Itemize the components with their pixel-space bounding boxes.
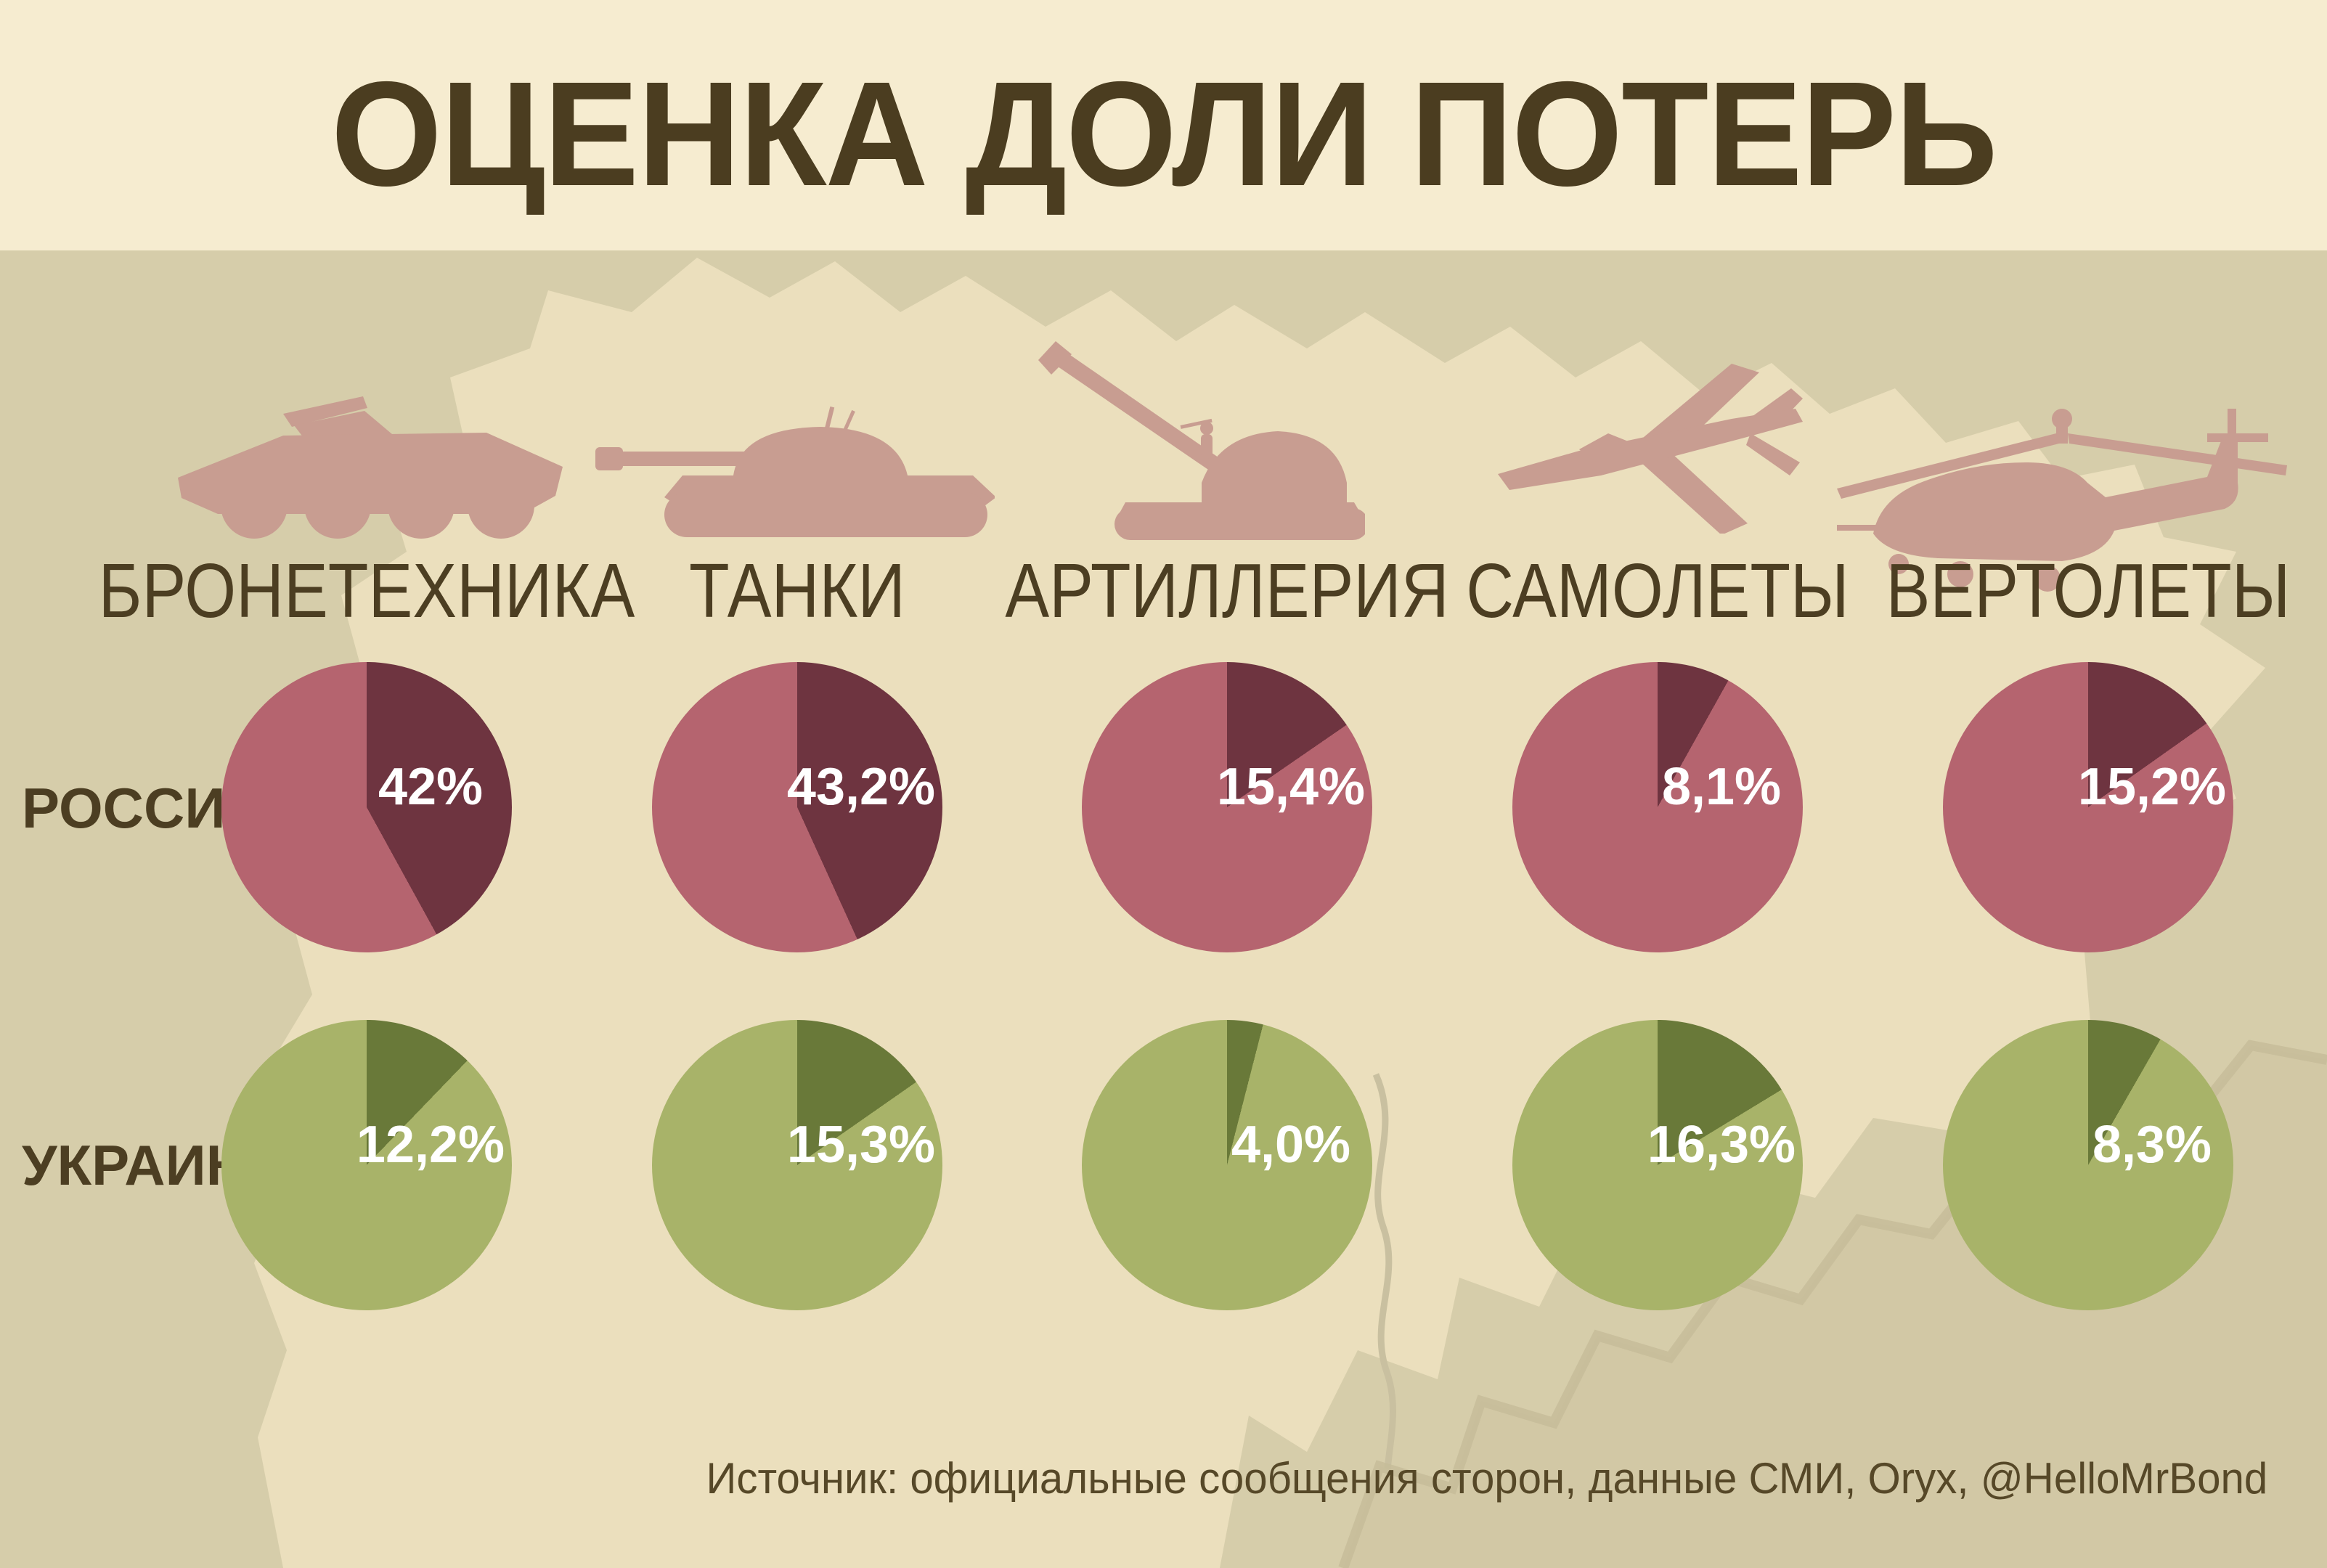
header-band: ОЦЕНКА ДОЛИ ПОТЕРЬ bbox=[0, 0, 2327, 250]
pie-russia-aircraft: 8,1% bbox=[1512, 662, 1803, 952]
column-label-armored-vehicles: БРОНЕТЕХНИКА bbox=[98, 548, 635, 634]
percent-label-russia-aircraft: 8,1% bbox=[1661, 758, 1782, 816]
percent-label-ukraine-artillery: 4,0% bbox=[1231, 1116, 1351, 1174]
column-label-artillery: АРТИЛЛЕРИЯ bbox=[1005, 548, 1449, 634]
percent-label-russia-tanks: 43,2% bbox=[786, 758, 936, 816]
pie-russia-armored-vehicles: 42% bbox=[221, 662, 512, 952]
percent-label-ukraine-aircraft: 16,3% bbox=[1647, 1116, 1796, 1174]
percent-label-ukraine-helicopters: 8,3% bbox=[2092, 1116, 2212, 1174]
helicopter-icon bbox=[1837, 409, 2287, 592]
percent-label-ukraine-tanks: 15,3% bbox=[786, 1116, 936, 1174]
pie-ukraine-aircraft: 16,3% bbox=[1512, 1020, 1803, 1310]
percent-label-russia-armored-vehicles: 42% bbox=[378, 758, 484, 816]
column-label-helicopters: ВЕРТОЛЕТЫ bbox=[1886, 548, 2291, 634]
column-label-tanks: ТАНКИ bbox=[689, 548, 905, 634]
percent-label-russia-artillery: 15,4% bbox=[1216, 758, 1366, 816]
column-label-aircraft: САМОЛЕТЫ bbox=[1466, 548, 1849, 634]
percent-label-ukraine-armored-vehicles: 12,2% bbox=[356, 1116, 505, 1174]
map-river bbox=[1372, 1073, 1398, 1568]
artillery-icon bbox=[1038, 341, 1365, 540]
row-label-russia: РОССИЯ bbox=[22, 776, 266, 840]
pie-ukraine-armored-vehicles: 12,2% bbox=[221, 1020, 512, 1310]
page-title: ОЦЕНКА ДОЛИ ПОТЕРЬ bbox=[330, 50, 1998, 217]
pie-russia-tanks: 43,2% bbox=[652, 662, 942, 952]
apc-icon bbox=[178, 396, 563, 539]
row-label-ukraine: УКРАИНА bbox=[22, 1133, 288, 1197]
jet-icon bbox=[1498, 364, 1803, 534]
pie-ukraine-artillery: 4,0% bbox=[1082, 1020, 1372, 1310]
percent-label-russia-helicopters: 15,2% bbox=[2077, 758, 2227, 816]
pie-ukraine-tanks: 15,3% bbox=[652, 1020, 942, 1310]
source-line: Источник: официальные сообщения сторон, … bbox=[706, 1454, 2267, 1503]
pie-russia-artillery: 15,4% bbox=[1082, 662, 1372, 952]
pie-russia-helicopters: 15,2% bbox=[1943, 662, 2233, 952]
tank-icon bbox=[595, 407, 995, 537]
pie-ukraine-helicopters: 8,3% bbox=[1943, 1020, 2233, 1310]
